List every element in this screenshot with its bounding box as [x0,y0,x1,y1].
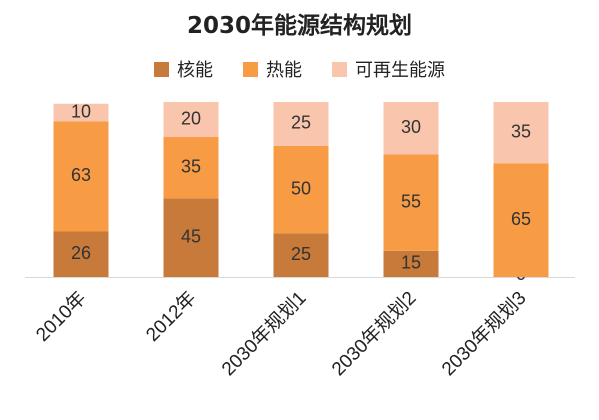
data-label-nuclear-1: 45 [181,226,201,246]
bar-renewable-2 [273,102,329,146]
bar-thermal-3 [383,154,439,251]
bar-thermal-4 [493,163,549,277]
legend-swatch-renewable [332,61,347,77]
data-label-renewable-2: 25 [291,113,311,133]
data-label-thermal-1: 35 [181,156,201,176]
data-label-renewable-0: 10 [71,101,91,121]
data-label-thermal-2: 50 [291,178,311,198]
bar-nuclear-0 [53,231,109,277]
x-tick-label-4: 2030年规划3 [437,287,530,380]
legend-item-renewable: 可再生能源 [332,56,445,82]
bar-thermal-1 [163,137,219,199]
legend-item-nuclear: 核能 [154,56,213,82]
data-label-nuclear-2: 25 [291,244,311,264]
bar-renewable-1 [163,102,219,137]
x-tick-label-0: 2010年 [32,287,91,346]
x-tick-label-2: 2030年规划1 [217,287,310,380]
x-tick-label-3: 2030年规划2 [327,287,420,380]
data-label-nuclear-0: 26 [71,243,91,263]
legend-label-renewable: 可再生能源 [355,60,445,81]
legend-label-nuclear: 核能 [177,60,213,81]
legend-swatch-nuclear [154,61,169,77]
data-label-thermal-4: 65 [511,209,531,229]
bar-nuclear-2 [273,233,329,277]
bar-renewable-0 [53,103,109,122]
bar-thermal-0 [53,121,109,232]
chart-title: 2030年能源结构规划 [186,13,412,39]
legend-label-thermal: 热能 [266,60,302,81]
bar-thermal-2 [273,145,329,234]
legend-item-thermal: 热能 [243,56,302,82]
data-label-nuclear-3: 15 [401,253,421,273]
data-label-renewable-4: 35 [511,121,531,141]
bar-nuclear-3 [383,250,439,277]
bar-renewable-4 [493,102,549,164]
bar-renewable-3 [383,102,439,155]
data-label-thermal-3: 55 [401,191,421,211]
chart-legend: 核能 热能 可再生能源 [0,56,599,82]
data-label-renewable-3: 30 [401,117,421,137]
legend-swatch-thermal [243,61,258,77]
data-label-thermal-0: 63 [71,165,91,185]
x-tick-label-1: 2012年 [142,287,201,346]
data-label-renewable-1: 20 [181,108,201,128]
bar-nuclear-1 [163,198,219,277]
